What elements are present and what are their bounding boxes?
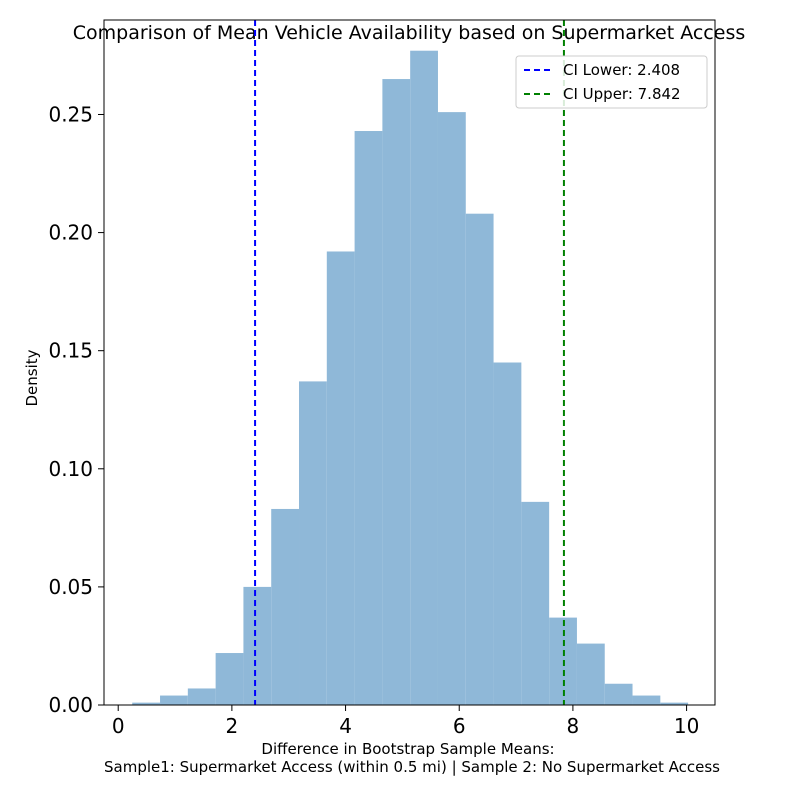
y-axis-label: Density bbox=[23, 349, 41, 406]
histogram-bar bbox=[437, 112, 466, 706]
histogram-bar bbox=[465, 213, 494, 706]
histogram-bar bbox=[243, 586, 272, 705]
x-axis-label-line1: Difference in Bootstrap Sample Means: bbox=[261, 740, 554, 758]
x-tick-label: 10 bbox=[674, 714, 699, 738]
histogram-bars bbox=[132, 50, 689, 706]
x-tick-label: 2 bbox=[226, 714, 239, 738]
legend-ci-lower: CI Lower: 2.408 bbox=[563, 61, 680, 79]
plot-frame bbox=[103, 19, 716, 706]
y-tick-label: 0.05 bbox=[48, 575, 93, 599]
histogram-bar bbox=[215, 653, 244, 705]
y-tick-label: 0.20 bbox=[48, 221, 93, 245]
histogram-bar bbox=[521, 501, 550, 705]
x-tick-label: 8 bbox=[567, 714, 580, 738]
x-tick-label: 0 bbox=[112, 714, 125, 738]
x-axis-ticks: 0 2 4 6 8 10 bbox=[112, 705, 699, 738]
histogram-bar bbox=[132, 702, 161, 705]
histogram-bar bbox=[271, 508, 300, 705]
x-tick-label: 4 bbox=[339, 714, 352, 738]
y-tick-label: 0.10 bbox=[48, 457, 93, 481]
histogram-bar bbox=[493, 362, 522, 705]
x-axis-label-line2: Sample1: Supermarket Access (within 0.5 … bbox=[104, 758, 720, 776]
x-tick-label: 6 bbox=[453, 714, 466, 738]
ci-lines bbox=[254, 20, 565, 705]
y-tick-label: 0.25 bbox=[48, 102, 93, 126]
y-tick-label: 0.00 bbox=[48, 693, 93, 717]
histogram-bar bbox=[299, 381, 327, 705]
y-tick-label: 0.15 bbox=[48, 339, 93, 363]
histogram-bar bbox=[382, 79, 411, 705]
legend-box bbox=[515, 55, 708, 109]
chart-title: Comparison of Mean Vehicle Availability … bbox=[73, 22, 746, 44]
histogram-bar bbox=[604, 683, 633, 705]
histogram-bar bbox=[632, 695, 661, 705]
legend-ci-upper: CI Upper: 7.842 bbox=[563, 85, 681, 103]
legend: CI Lower: 2.408 CI Upper: 7.842 bbox=[515, 55, 708, 109]
histogram-bar bbox=[576, 643, 605, 705]
histogram-bar bbox=[410, 50, 438, 705]
histogram-bar bbox=[326, 251, 355, 705]
histogram-bar bbox=[187, 688, 216, 705]
histogram-bar bbox=[354, 131, 383, 706]
y-axis-ticks: 0.00 0.05 0.10 0.15 0.20 0.25 bbox=[48, 102, 104, 717]
histogram-bar bbox=[660, 702, 689, 705]
histogram-bar bbox=[160, 695, 188, 705]
